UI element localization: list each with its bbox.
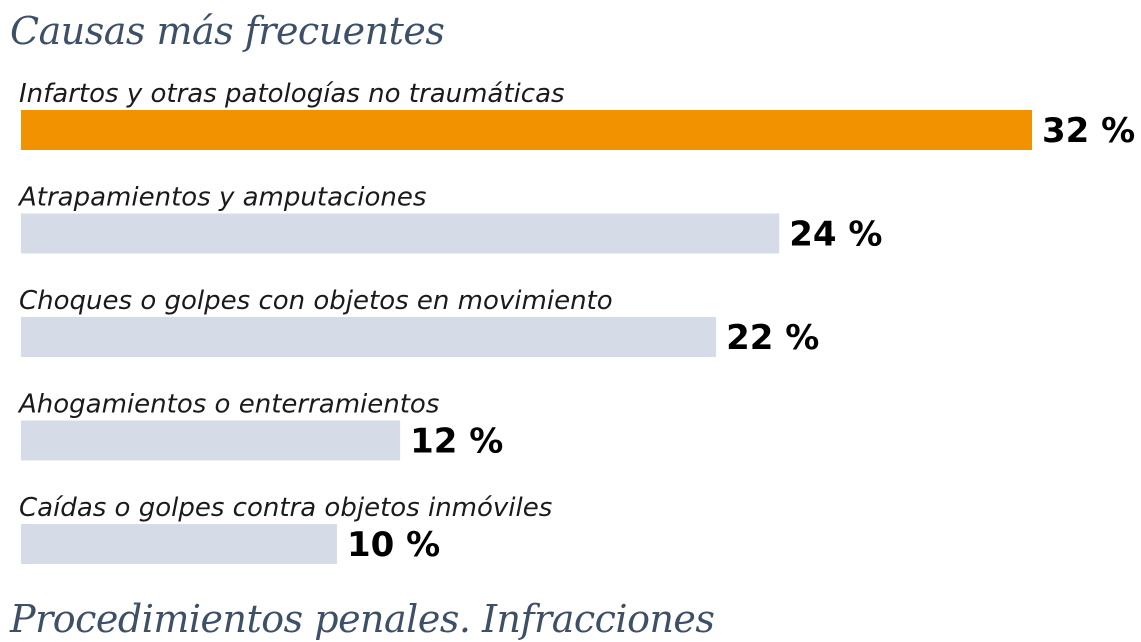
next-section-title: Procedimientos penales. Infracciones	[10, 597, 715, 641]
value-label: 32 %	[1042, 111, 1135, 151]
chart-title: Causas más frecuentes	[10, 9, 445, 53]
bar	[21, 213, 780, 254]
bar	[21, 110, 1032, 150]
category-label: Infartos y otras patologías no traumátic…	[19, 79, 565, 109]
value-label: 10 %	[347, 525, 440, 565]
bar	[21, 420, 401, 461]
value-label: 24 %	[789, 215, 882, 255]
category-label: Choques o golpes con objetos en movimien…	[19, 286, 613, 316]
bar	[21, 317, 717, 357]
category-label: Caídas o golpes contra objetos inmóviles	[19, 493, 552, 523]
value-label: 22 %	[726, 318, 819, 358]
category-label: Ahogamientos o enterramientos	[17, 390, 439, 420]
bar	[21, 524, 337, 564]
value-label: 12 %	[410, 422, 503, 462]
category-label: Atrapamientos y amputaciones	[17, 183, 426, 213]
